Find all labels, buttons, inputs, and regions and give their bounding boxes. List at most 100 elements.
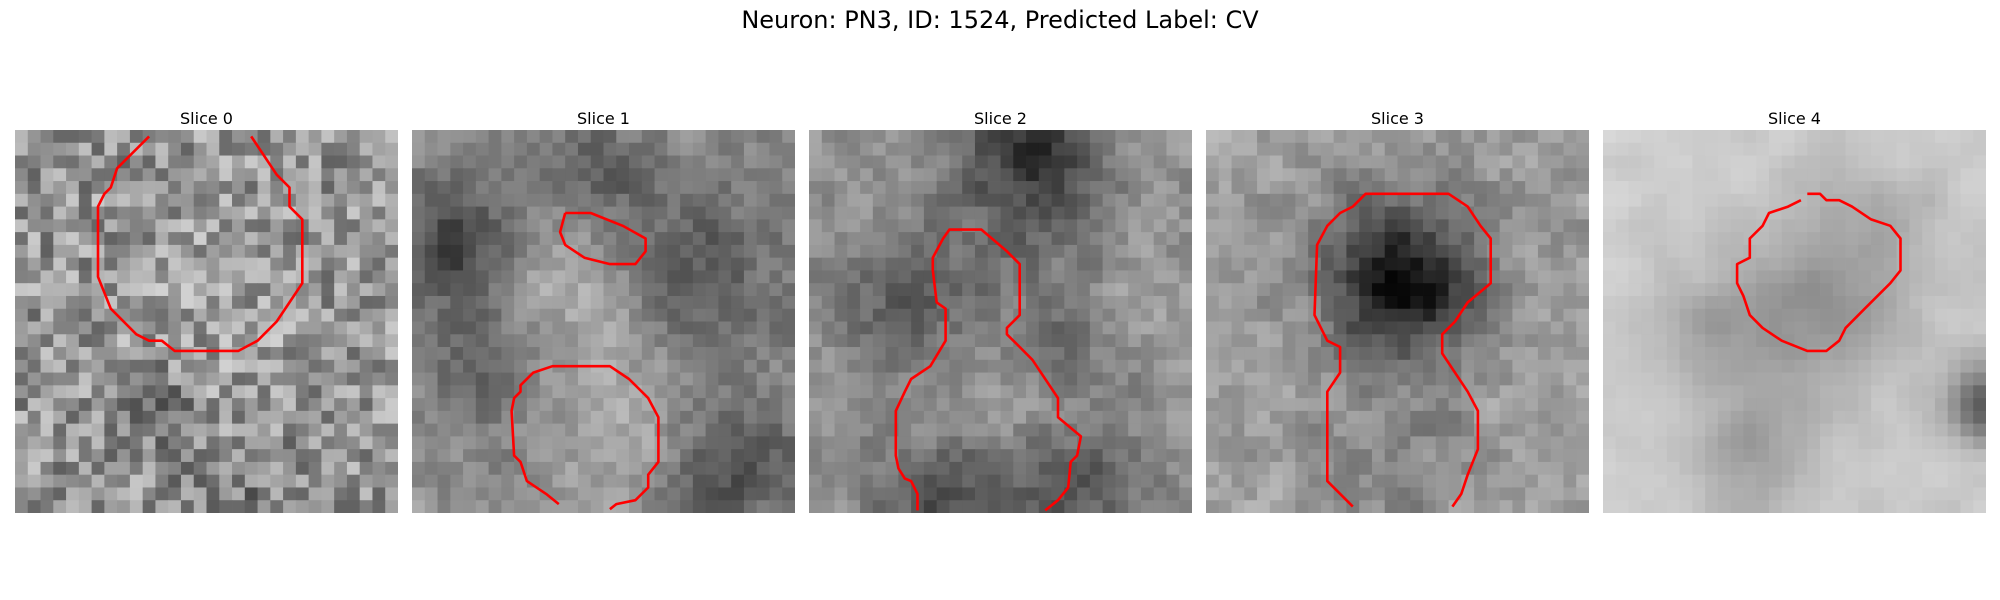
- pixel-cell: [654, 181, 668, 195]
- pixel-cell: [603, 398, 617, 412]
- pixel-cell: [104, 142, 118, 156]
- pixel-cell: [565, 423, 579, 437]
- pixel-cell: [295, 372, 310, 386]
- pixel-cell: [1308, 244, 1322, 259]
- pixel-cell: [705, 487, 719, 501]
- pixel-cell: [911, 232, 925, 246]
- pixel-cell: [654, 334, 668, 348]
- pixel-cell: [539, 193, 553, 207]
- pixel-cell: [1410, 181, 1424, 195]
- pixel-cell: [821, 410, 835, 425]
- pixel-cell: [1461, 347, 1475, 361]
- pixel-cell: [1871, 410, 1885, 425]
- pixel-cell: [1206, 398, 1220, 412]
- pixel-cell: [1206, 193, 1220, 207]
- pixel-cell: [1206, 500, 1220, 513]
- pixel-cell: [680, 436, 694, 450]
- pixel-cell: [15, 308, 29, 322]
- pixel-cell: [514, 155, 528, 169]
- pixel-cell: [1038, 206, 1052, 220]
- pixel-cell: [168, 474, 182, 488]
- pixel-cell: [385, 206, 398, 220]
- pixel-cell: [1909, 219, 1923, 233]
- pixel-cell: [1474, 181, 1488, 195]
- pixel-cell: [1140, 347, 1155, 361]
- pixel-cell: [1359, 193, 1373, 207]
- pixel-cell: [78, 423, 92, 437]
- pixel-cell: [463, 474, 477, 488]
- pixel-cell: [219, 436, 233, 450]
- pixel-cell: [974, 295, 989, 310]
- pixel-cell: [1909, 270, 1923, 284]
- pixel-cell: [1934, 283, 1949, 297]
- pixel-cell: [1871, 334, 1885, 348]
- pixel-cell: [821, 206, 835, 220]
- pixel-cell: [641, 142, 655, 156]
- pixel-cell: [1486, 130, 1501, 144]
- pixel-cell: [974, 334, 989, 348]
- pixel-cell: [1435, 130, 1449, 144]
- pixel-cell: [1295, 283, 1309, 297]
- pixel-cell: [1474, 436, 1488, 450]
- pixel-cell: [1308, 206, 1322, 220]
- pixel-cell: [180, 168, 195, 182]
- pixel-cell: [1397, 436, 1411, 450]
- pixel-cell: [1397, 474, 1411, 488]
- pixel-cell: [1960, 193, 1974, 207]
- pixel-cell: [359, 385, 373, 399]
- pixel-cell: [1871, 500, 1885, 513]
- pixel-cell: [756, 155, 770, 169]
- pixel-cell: [834, 295, 848, 310]
- pixel-cell: [1166, 359, 1180, 373]
- pixel-cell: [911, 257, 925, 271]
- pixel-cell: [1922, 142, 1936, 156]
- pixel-cell: [552, 283, 566, 297]
- pixel-cell: [78, 436, 92, 450]
- pixel-cell: [667, 155, 681, 169]
- pixel-cell: [1026, 193, 1040, 207]
- pixel-cell: [1333, 500, 1347, 513]
- pixel-cell: [1461, 410, 1475, 425]
- pixel-cell: [334, 461, 348, 476]
- pixel-cell: [1794, 321, 1808, 335]
- pixel-cell: [1960, 206, 1974, 220]
- pixel-cell: [809, 398, 823, 412]
- pixel-cell: [641, 423, 655, 437]
- pixel-cell: [1410, 295, 1424, 310]
- pixel-cell: [1717, 270, 1732, 284]
- pixel-cell: [1435, 155, 1449, 169]
- pixel-cell: [1486, 347, 1501, 361]
- pixel-cell: [1603, 449, 1617, 463]
- pixel-cell: [821, 474, 835, 488]
- pixel-cell: [412, 461, 426, 476]
- pixel-cell: [821, 423, 835, 437]
- pixel-cell: [1077, 193, 1091, 207]
- pixel-cell: [1654, 257, 1668, 271]
- pixel-cell: [629, 461, 643, 476]
- pixel-cell: [1206, 487, 1220, 501]
- pixel-cell: [1102, 359, 1116, 373]
- pixel-cell: [129, 232, 144, 246]
- pixel-cell: [1013, 206, 1027, 220]
- pixel-cell: [1654, 219, 1668, 233]
- pixel-cell: [872, 359, 886, 373]
- pixel-cell: [1128, 436, 1142, 450]
- pixel-cell: [577, 410, 592, 425]
- pixel-cell: [1359, 436, 1373, 450]
- pixel-cell: [718, 500, 732, 513]
- pixel-cell: [321, 334, 335, 348]
- pixel-cell: [821, 130, 835, 144]
- pixel-cell: [962, 193, 976, 207]
- pixel-cell: [1896, 398, 1910, 412]
- pixel-cell: [1499, 206, 1513, 220]
- pixel-cell: [1397, 385, 1411, 399]
- pixel-cell: [1218, 359, 1232, 373]
- pixel-cell: [1333, 257, 1347, 271]
- pixel-cell: [91, 474, 105, 488]
- pixel-cell: [756, 244, 770, 259]
- pixel-cell: [1064, 487, 1078, 501]
- pixel-cell: [654, 308, 668, 322]
- pixel-cell: [1013, 168, 1027, 182]
- pixel-cell: [1359, 385, 1373, 399]
- pixel-cell: [66, 270, 80, 284]
